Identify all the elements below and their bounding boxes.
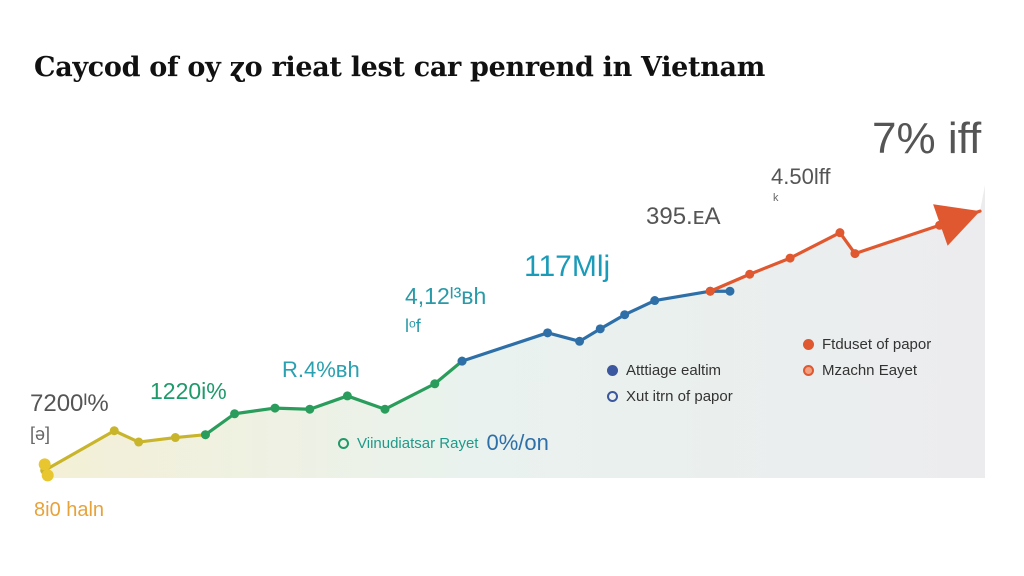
start-point-marker — [38, 458, 51, 471]
series-2-line — [460, 289, 732, 363]
legend-item-0: Viinudiatsar Rayet 0%/on — [338, 430, 549, 456]
annotation-3: 4,12ᴵ³ʙh — [405, 283, 487, 309]
series-1-point — [200, 430, 210, 440]
series-3-point — [835, 228, 845, 238]
series-1-line — [203, 359, 464, 437]
legend-marker-ring — [338, 437, 349, 449]
start-point-marker — [41, 469, 54, 482]
legend-label: Mzachn Eayet — [822, 362, 918, 379]
legend-label: Ftduset of papor — [822, 336, 932, 353]
annotation-6: 4.50lff — [771, 164, 831, 189]
legend-marker-ring — [607, 391, 618, 402]
legend-label: Atttiage ealtim — [626, 362, 722, 379]
series-3-point — [785, 253, 795, 263]
series-0-point — [134, 437, 144, 447]
series-1-point — [342, 391, 352, 401]
legend-item-4: Mzachn Eayet — [803, 362, 917, 379]
series-1-point — [305, 404, 315, 414]
series-1-point — [380, 404, 390, 414]
legend-label: Xut itrn of papor — [626, 388, 733, 405]
series-1-point — [270, 403, 280, 413]
series-3-point — [850, 249, 860, 259]
trend-arrow-head — [933, 204, 980, 246]
series-3-point — [705, 286, 715, 296]
annotation-8: 8i0 haln — [34, 499, 105, 521]
series-1-point — [430, 379, 440, 389]
legend-label: Viinudiatsar Rayet — [357, 434, 479, 452]
legend-item-3: Ftduset of papor — [803, 336, 931, 353]
chart-title: Caycod of oy ɀo rieat lest car penrend i… — [34, 52, 766, 83]
annotation-0: 7200ᴵ% — [30, 390, 109, 417]
series-2-point — [650, 296, 660, 306]
legend-item-2: Xut itrn of papor — [607, 388, 733, 405]
legend-marker-dot — [607, 365, 618, 376]
series-3-point — [745, 269, 755, 279]
annotation-1: 1220i% — [150, 378, 227, 404]
annotation-2: R.4%ʙh — [282, 357, 360, 382]
legend-suffix: 0%/on — [486, 430, 549, 455]
series-1-point — [230, 409, 240, 419]
series-2-point — [575, 336, 585, 346]
series-2-point — [543, 328, 553, 338]
annotation-4: 117Mlj — [524, 250, 611, 283]
series-0-point — [170, 433, 180, 443]
legend-marker-ring-dot — [803, 365, 814, 376]
legend-marker-dot — [803, 339, 814, 350]
annotation-3-sub: lᵒf — [405, 316, 421, 336]
series-2-point — [595, 324, 605, 334]
series-2-point — [457, 356, 467, 366]
legend-item-1: Atttiage ealtim — [607, 362, 721, 379]
area-fill — [44, 185, 985, 478]
annotation-7: 7% iff — [872, 114, 982, 163]
annotation-5: 395.ᴇA — [646, 203, 721, 230]
series-2-point — [620, 310, 630, 320]
annotation-0-sub: [ə] — [30, 424, 51, 444]
series-0-point — [109, 426, 119, 436]
annotation-6-sub: ᵏ — [773, 192, 779, 209]
series-2-point — [725, 286, 735, 296]
